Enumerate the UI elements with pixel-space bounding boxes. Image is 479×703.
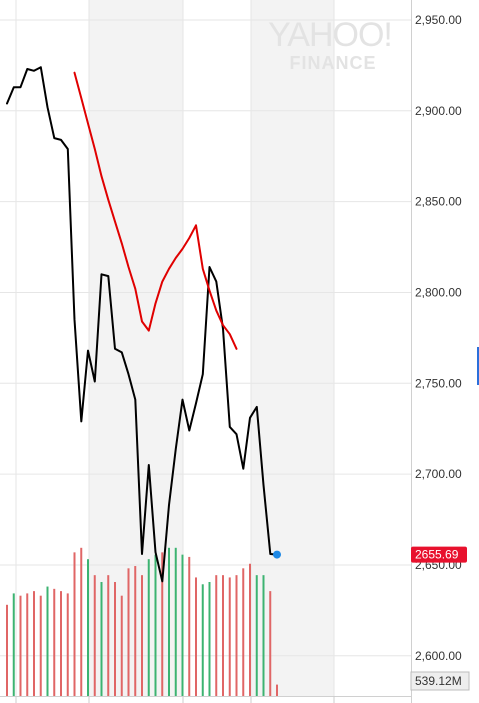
- y-tick-label: 2,750.00: [415, 376, 462, 390]
- volume-bar: [276, 684, 278, 696]
- volume-bar: [222, 575, 224, 696]
- yahoo-finance-watermark: YAHOO! FINANCE: [268, 16, 393, 73]
- last-price-point[interactable]: [273, 550, 281, 559]
- y-tick-label: 2,900.00: [415, 104, 462, 118]
- axis-badges: 2655.69 539.12M: [410, 546, 470, 691]
- volume-bar: [127, 568, 130, 696]
- volume-bar: [33, 591, 35, 696]
- volume-bar: [147, 559, 150, 696]
- volume-bar: [66, 593, 69, 696]
- volume-bar: [107, 575, 110, 696]
- volume-bar: [6, 604, 8, 696]
- volume-bar: [215, 575, 218, 696]
- volume-bar: [87, 559, 89, 696]
- volume-badge: [410, 671, 470, 691]
- volume-bar: [269, 591, 272, 696]
- volume-bar: [174, 547, 177, 696]
- volume-bar: [114, 582, 116, 696]
- scroll-indicator[interactable]: [477, 347, 479, 385]
- volume-bar: [208, 582, 211, 696]
- volume-bar: [181, 554, 184, 696]
- volume-bar: [53, 588, 56, 696]
- volume-bar: [80, 547, 83, 696]
- volume-bar: [26, 593, 29, 696]
- volume-bar: [201, 584, 204, 696]
- volume-bar: [73, 552, 76, 696]
- y-tick-label: 2,950.00: [415, 13, 462, 27]
- volume-bar: [19, 595, 22, 696]
- volume-bar: [235, 575, 238, 696]
- y-tick-label: 2,800.00: [415, 285, 462, 299]
- last-price-label: 2655.69: [415, 548, 459, 562]
- time-band: [251, 0, 334, 696]
- volume-bar: [255, 575, 258, 696]
- volume-bar: [120, 595, 123, 696]
- volume-bar: [161, 552, 164, 696]
- volume-bar: [262, 575, 265, 696]
- volume-bar: [141, 575, 143, 696]
- y-tick-label: 2,850.00: [415, 195, 462, 209]
- volume-bar: [195, 577, 197, 696]
- volume-bars: [6, 547, 278, 696]
- last-price-badge: [411, 546, 467, 563]
- moving-average-line: [73, 71, 238, 350]
- volume-bar: [154, 554, 157, 696]
- volume-bar: [46, 586, 49, 696]
- volume-bar: [12, 593, 15, 696]
- y-tick-label: 2,600.00: [415, 649, 462, 663]
- price-line: [6, 66, 278, 583]
- volume-bar: [93, 575, 96, 696]
- volume-bar: [100, 582, 103, 696]
- volume-bar: [60, 591, 62, 696]
- watermark-finance: FINANCE: [290, 53, 377, 73]
- series-lines: [6, 66, 281, 583]
- volume-bar: [242, 568, 245, 696]
- watermark-yahoo: YAHOO!: [268, 16, 392, 54]
- volume-bar: [168, 547, 170, 696]
- volume-bar: [39, 595, 42, 696]
- volume-bar: [188, 556, 191, 696]
- volume-label: 539.12M: [415, 674, 462, 688]
- volume-bar: [249, 563, 251, 696]
- volume-bar: [228, 577, 231, 696]
- y-tick-label: 2,700.00: [415, 467, 462, 481]
- volume-bar: [134, 566, 137, 696]
